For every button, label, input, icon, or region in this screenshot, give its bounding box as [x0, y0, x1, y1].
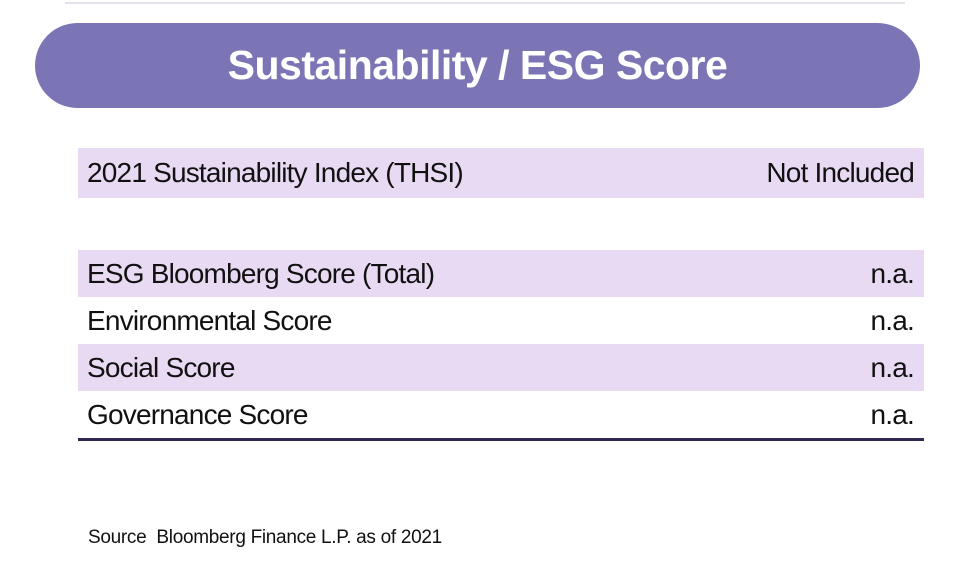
row-value-environmental: n.a. [870, 304, 914, 336]
page-title: Sustainability / ESG Score [227, 42, 728, 88]
table-row-sustainability-index: 2021 Sustainability Index (THSI) Not Inc… [78, 148, 924, 198]
row-label-sustainability-index: 2021 Sustainability Index (THSI) [87, 157, 464, 188]
source-note: Source Bloomberg Finance L.P. as of 2021 [88, 527, 442, 549]
top-hairline-divider [65, 2, 905, 4]
table-row-esg-total: ESG Bloomberg Score (Total) n.a. [78, 250, 924, 297]
table-row-environmental: Environmental Score n.a. [78, 297, 924, 344]
row-label-environmental: Environmental Score [87, 304, 333, 336]
source-label: Source [88, 527, 147, 548]
row-value-esg-total: n.a. [870, 257, 914, 289]
score-rows-block: ESG Bloomberg Score (Total) n.a. Environ… [78, 250, 924, 441]
row-label-governance: Governance Score [87, 398, 308, 430]
header-banner: Sustainability / ESG Score [35, 23, 920, 108]
row-label-social: Social Score [87, 351, 235, 383]
row-value-social: n.a. [870, 351, 914, 383]
row-value-governance: n.a. [870, 398, 914, 430]
esg-table: 2021 Sustainability Index (THSI) Not Inc… [78, 148, 924, 441]
table-row-social: Social Score n.a. [78, 344, 924, 391]
table-section-gap [78, 198, 924, 250]
table-row-governance: Governance Score n.a. [78, 391, 924, 438]
source-text: Bloomberg Finance L.P. as of 2021 [156, 527, 442, 548]
row-label-esg-total: ESG Bloomberg Score (Total) [87, 257, 435, 289]
row-value-sustainability-index: Not Included [766, 157, 914, 188]
